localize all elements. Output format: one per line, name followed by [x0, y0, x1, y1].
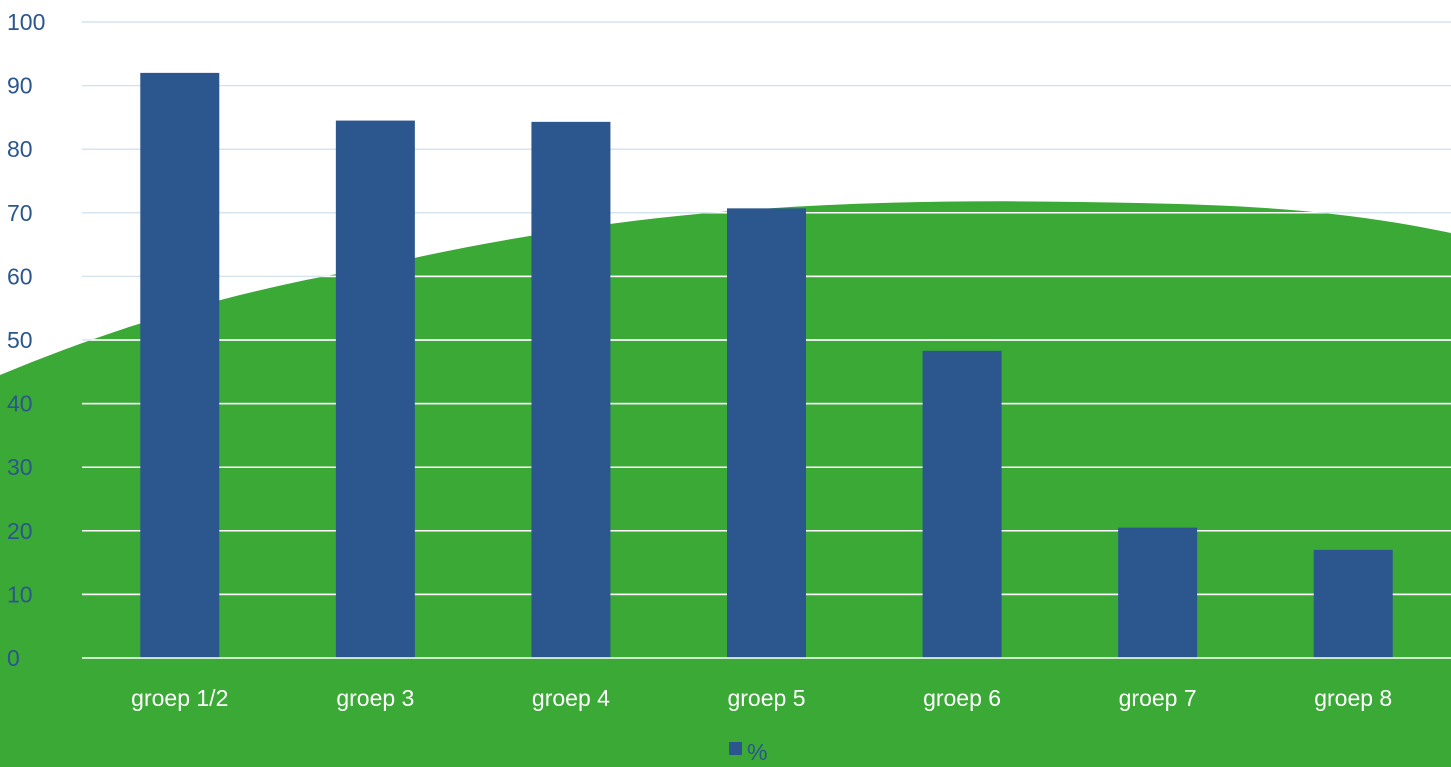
- y-tick-label: 40: [7, 391, 33, 417]
- y-tick-label: 20: [7, 518, 33, 544]
- x-tick-label: groep 8: [1314, 685, 1392, 711]
- y-tick-label: 60: [7, 263, 33, 289]
- y-tick-label: 10: [7, 581, 33, 607]
- bar: [1118, 527, 1198, 658]
- x-tick-label: groep 1/2: [131, 685, 228, 711]
- y-tick-label: 0: [7, 645, 20, 671]
- y-tick-label: 30: [7, 454, 33, 480]
- y-tick-label: 70: [7, 200, 33, 226]
- bar-series: [140, 72, 1393, 659]
- y-axis-tick-labels: 0 10 20 30 40 50 60 70 80 90 100: [7, 9, 45, 671]
- bar: [335, 120, 415, 658]
- legend-swatch: [729, 742, 742, 755]
- x-axis-tick-labels: groep 1/2 groep 3 groep 4 groep 5 groep 6 gro…: [131, 685, 1392, 711]
- x-tick-label: groep 6: [923, 685, 1001, 711]
- bar: [531, 121, 611, 659]
- x-tick-label: groep 7: [1119, 685, 1197, 711]
- x-tick-label: groep 4: [532, 685, 610, 711]
- legend: %: [729, 739, 767, 765]
- y-tick-label: 50: [7, 327, 33, 353]
- bar: [922, 350, 1002, 658]
- x-tick-label: groep 5: [727, 685, 805, 711]
- bar: [727, 208, 806, 658]
- y-tick-label: 80: [7, 136, 33, 162]
- bar: [1313, 549, 1393, 658]
- bar: [140, 72, 220, 658]
- legend-label: %: [747, 739, 767, 765]
- y-tick-label: 100: [7, 9, 45, 35]
- x-tick-label: groep 3: [336, 685, 414, 711]
- y-tick-label: 90: [7, 73, 33, 99]
